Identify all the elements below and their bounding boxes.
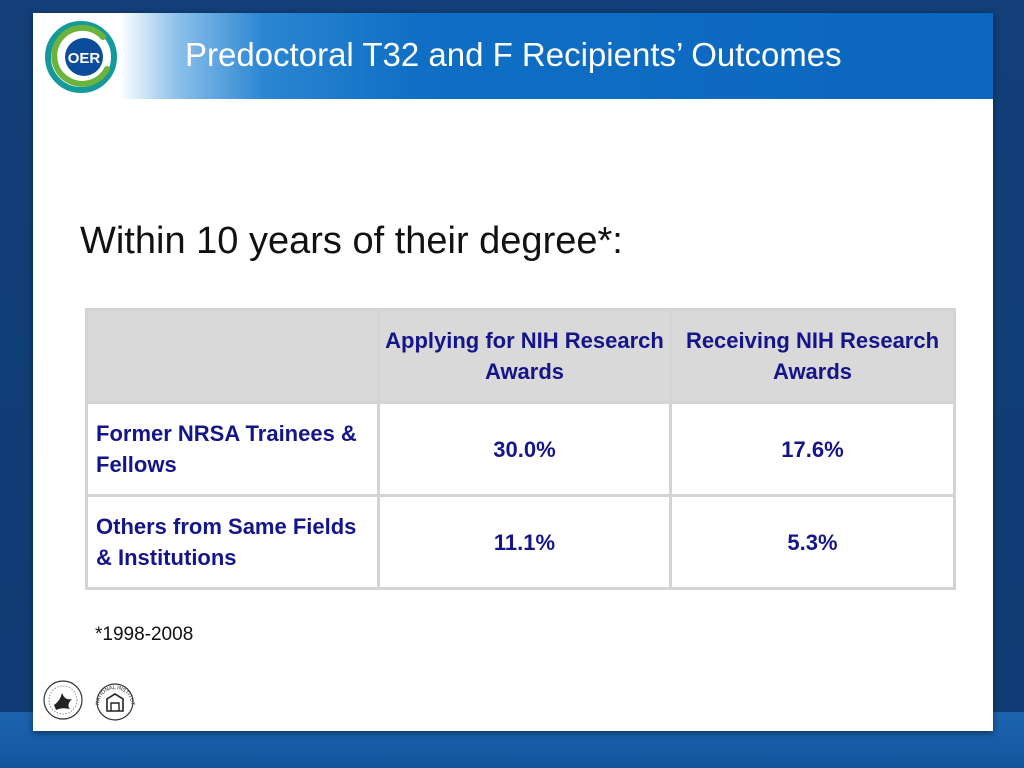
table-cell-applying: 30.0% — [377, 401, 672, 497]
slide-title: Predoctoral T32 and F Recipients’ Outcom… — [185, 36, 842, 73]
slide-header: OER Predoctoral T32 and F Recipients’ Ou… — [33, 13, 993, 99]
row-label: Others from Same Fields & Institutions — [85, 494, 380, 590]
outcomes-table: Applying for NIH Research Awards Receivi… — [85, 308, 956, 590]
table-cell-receiving: 17.6% — [669, 401, 956, 497]
table-header-empty — [85, 308, 380, 404]
table-cell-applying: 11.1% — [377, 494, 672, 590]
table-cell-receiving: 5.3% — [669, 494, 956, 590]
table-header-receiving: Receiving NIH Research Awards — [669, 308, 956, 404]
slide-subtitle: Within 10 years of their degree*: — [80, 220, 623, 262]
oer-logo-icon: OER — [45, 21, 117, 93]
slide: OER Predoctoral T32 and F Recipients’ Ou… — [33, 13, 993, 731]
logo-text: OER — [68, 50, 101, 67]
table-header-row: Applying for NIH Research Awards Receivi… — [85, 308, 956, 404]
table-row: Others from Same Fields & Institutions 1… — [85, 494, 956, 590]
footnote: *1998-2008 — [95, 624, 194, 645]
table-row: Former NRSA Trainees & Fellows 30.0% 17.… — [85, 401, 956, 497]
row-label: Former NRSA Trainees & Fellows — [85, 401, 380, 497]
table-header-applying: Applying for NIH Research Awards — [377, 308, 672, 404]
nih-seal-icon: NATIONAL INSTITUTES OF HEALTH — [91, 679, 135, 721]
hhs-seal-icon — [43, 680, 83, 720]
